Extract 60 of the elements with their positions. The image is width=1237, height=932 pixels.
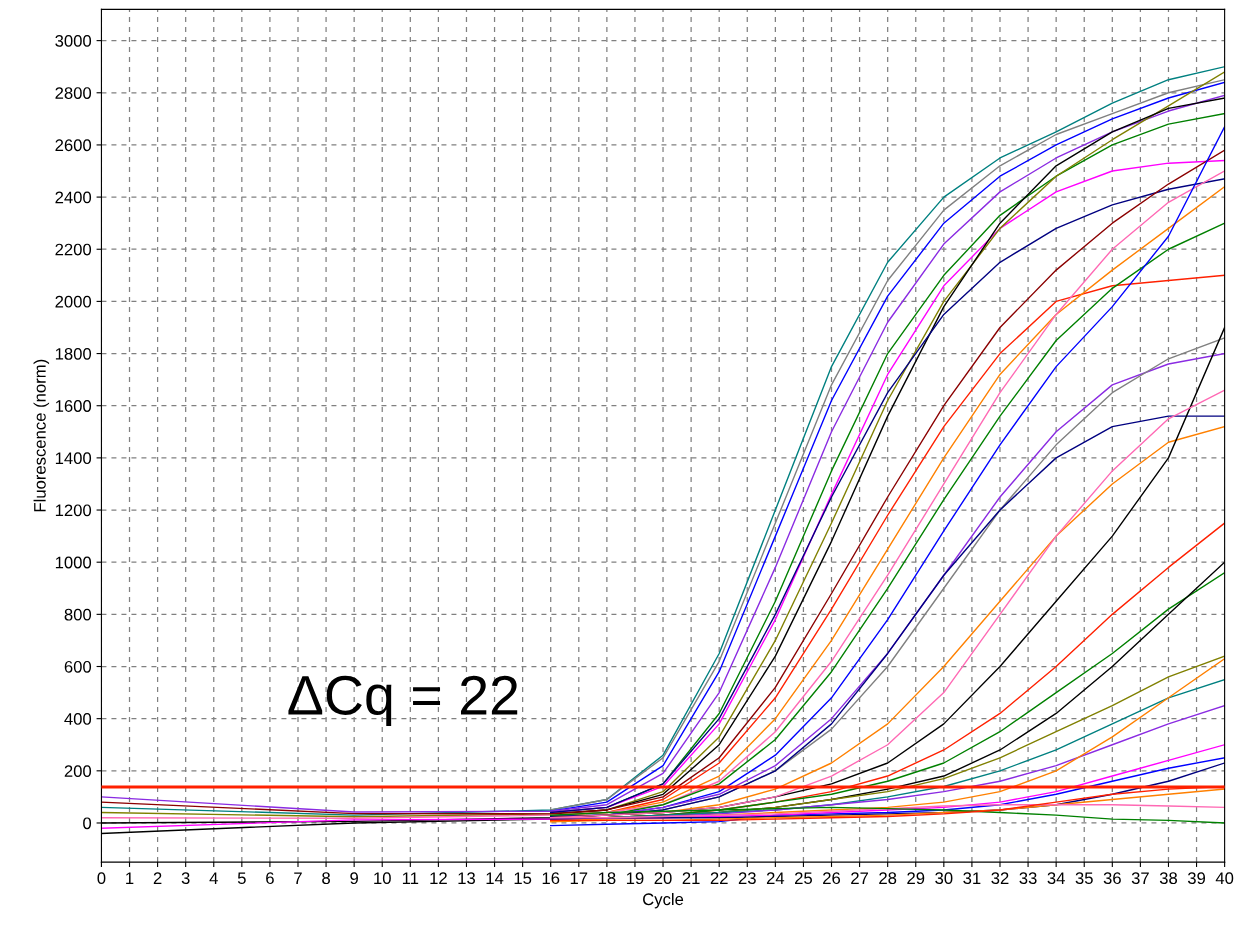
x-tick-label: 7 [294, 872, 302, 884]
x-tick-label: 15 [514, 872, 532, 885]
y-tick-label: 1600 [55, 400, 92, 412]
y-tick-label: 400 [64, 713, 92, 725]
x-tick-label: 33 [1019, 872, 1037, 885]
x-tick-label: 37 [1131, 872, 1149, 885]
x-tick-label: 38 [1159, 872, 1178, 885]
y-tick-label: 600 [64, 660, 92, 673]
x-tick-label: 22 [710, 872, 728, 884]
y-tick-label: 3000 [55, 35, 92, 47]
x-tick-label: 12 [430, 872, 447, 884]
x-tick-label: 23 [738, 872, 756, 885]
x-tick-label: 29 [907, 872, 925, 885]
x-tick-label: 35 [1075, 872, 1093, 885]
x-tick-label: 9 [350, 872, 358, 885]
x-tick-label: 31 [963, 872, 981, 885]
x-tick-label: 0 [97, 872, 106, 885]
y-tick-label: 2800 [55, 87, 92, 99]
y-axis-title: Fluorescence (norm) [33, 359, 50, 512]
y-tick-label: 1800 [55, 347, 92, 360]
x-tick-label: 28 [879, 872, 897, 885]
x-tick-label: 27 [851, 872, 869, 884]
x-tick-label: 24 [766, 872, 785, 884]
annotation: ΔCq = 22 [288, 675, 518, 726]
x-tick-label: 21 [682, 872, 700, 884]
y-tick-label: 2200 [55, 243, 92, 256]
y-tick-label: 1000 [55, 556, 92, 569]
x-tick-label: 32 [991, 872, 1009, 885]
x-tick-label: 1 [126, 872, 134, 884]
x-tick-label: 11 [402, 872, 419, 884]
y-tick-label: 800 [64, 608, 92, 621]
x-tick-label: 36 [1103, 872, 1121, 885]
x-tick-label: 5 [237, 872, 246, 885]
y-tick-label: 1200 [55, 504, 92, 517]
x-tick-label: 10 [374, 872, 391, 885]
y-tick-label: 2600 [55, 139, 92, 152]
x-tick-label: 16 [542, 872, 560, 885]
x-tick-label: 40 [1215, 872, 1234, 885]
x-tick-label: 8 [322, 872, 330, 885]
y-tick-label: 0 [83, 817, 92, 830]
y-tick-label: 2400 [55, 191, 92, 204]
x-tick-label: 26 [823, 872, 841, 885]
y-tick-label: 2000 [55, 295, 92, 308]
y-tick-label: 200 [64, 765, 92, 778]
x-tick-label: 18 [598, 872, 616, 885]
x-tick-label: 14 [486, 872, 504, 884]
x-tick-label: 17 [570, 872, 588, 884]
x-tick-label: 6 [266, 872, 274, 885]
x-tick-label: 30 [935, 872, 953, 885]
x-tick-label: 39 [1187, 872, 1206, 885]
x-tick-label: 4 [209, 872, 218, 884]
x-tick-label: 2 [153, 872, 162, 884]
x-tick-label: 34 [1047, 872, 1065, 885]
y-tick-label: 1400 [55, 452, 92, 465]
x-tick-label: 20 [654, 872, 672, 885]
x-tick-label: 13 [458, 872, 476, 885]
x-axis-title: Cycle [643, 892, 684, 909]
x-tick-label: 19 [626, 872, 644, 885]
x-tick-label: 3 [181, 872, 190, 885]
x-tick-label: 25 [795, 872, 812, 885]
